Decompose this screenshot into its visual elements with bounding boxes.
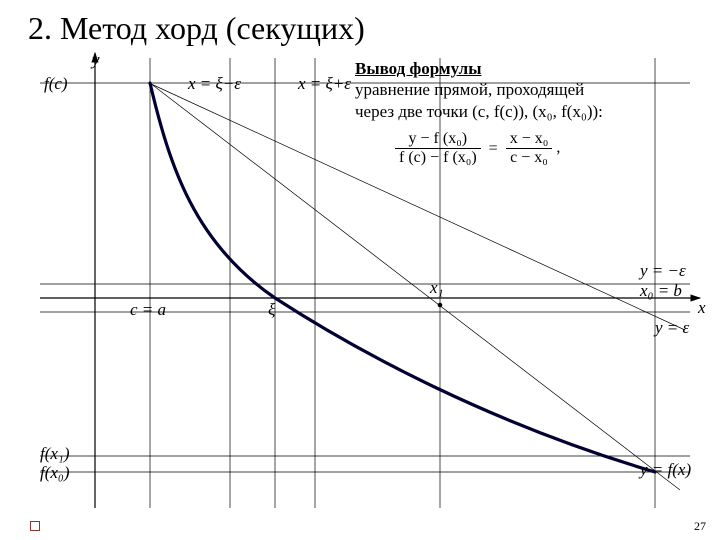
label-x1: x₁	[430, 278, 443, 298]
slide-number: 27	[694, 519, 706, 534]
label-fc: f(c)	[44, 74, 68, 94]
graph-svg	[20, 48, 710, 533]
label-x-minus: x = ξ−ε	[188, 74, 241, 94]
label-xi: ξ	[268, 300, 275, 320]
label-y-eps: y = ε	[655, 318, 689, 338]
label-x-axis: x	[698, 298, 706, 318]
label-x0-b: x₀ = b	[640, 281, 682, 301]
label-y-minus-eps: y = −ε	[640, 261, 686, 281]
label-fx0: f(x₀)	[40, 463, 70, 483]
label-c-a: c = a	[130, 300, 166, 320]
label-x-plus: x = ξ+ε	[298, 74, 351, 94]
label-y-axis: y	[92, 50, 100, 70]
label-y-fx: y = f(x)	[640, 460, 691, 480]
footer-bullet-icon	[30, 521, 40, 531]
slide-title: 2. Метод хорд (секущих)	[28, 10, 365, 47]
label-fx1: f(x₁)	[40, 444, 70, 464]
